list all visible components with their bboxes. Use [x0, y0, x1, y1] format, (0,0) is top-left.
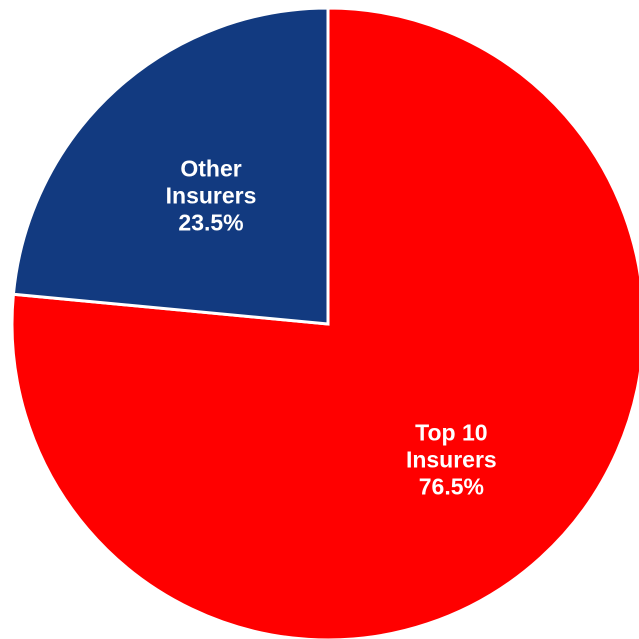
- pie-slices: [10, 6, 639, 639]
- pie-label-top-10-insurers: Top 10 Insurers 76.5%: [406, 420, 497, 500]
- pie-label-line: 76.5%: [419, 474, 484, 500]
- pie-label-line: 23.5%: [178, 209, 243, 235]
- pie-label-line: Other: [180, 155, 241, 181]
- pie-label-line: Insurers: [166, 182, 257, 208]
- pie-label-line: Insurers: [406, 447, 497, 473]
- pie-slice-other-insurers: [11, 6, 330, 326]
- pie-label-line: Top 10: [415, 420, 487, 446]
- pie-slice-top-10-insurers: [10, 6, 639, 639]
- pie-label-other-insurers: Other Insurers 23.5%: [166, 155, 257, 235]
- pie-labels: Top 10 Insurers 76.5%Other Insurers 23.5%: [166, 155, 497, 499]
